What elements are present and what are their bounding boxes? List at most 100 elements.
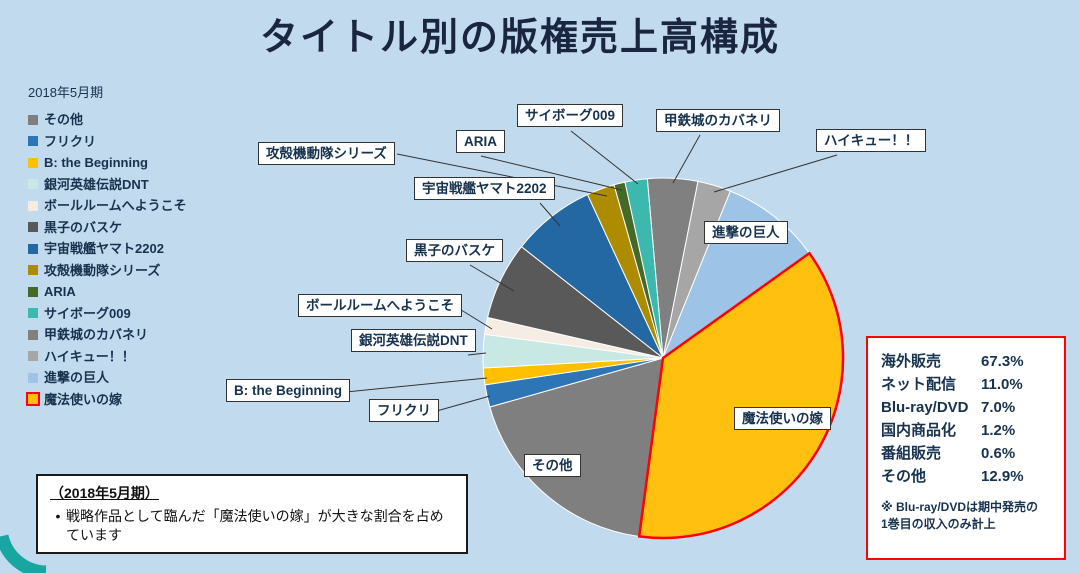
pie-label-sonota: その他 <box>524 454 581 477</box>
breakdown-row-value: 0.6% <box>981 445 1016 462</box>
pie-label-yamato: 宇宙戦艦ヤマト2202 <box>414 177 555 200</box>
legend-item-label: ボールルームへようこそ <box>44 198 187 213</box>
legend-swatch <box>28 329 38 340</box>
breakdown-row: 海外販売 67.3% <box>881 350 1051 373</box>
legend-item: 攻殻機動隊シリーズ <box>28 264 187 277</box>
breakdown-row-label: Blu-ray/DVD <box>881 399 969 416</box>
legend-swatch <box>28 243 38 254</box>
pie-label-aria: ARIA <box>456 130 505 153</box>
legend-item-label: 宇宙戦艦ヤマト2202 <box>44 241 164 256</box>
leader-line <box>713 154 838 193</box>
leader-line <box>432 395 491 413</box>
breakdown-row-value: 67.3% <box>981 353 1024 370</box>
legend-item: B: the Beginning <box>28 156 187 169</box>
legend-item-label: サイボーグ009 <box>44 305 131 321</box>
legend-swatch <box>28 136 38 146</box>
legend-period-label: 2018年5月期 <box>28 85 104 100</box>
legend-item-label: 進撃の巨人 <box>44 370 110 385</box>
pie-label-haikyu: ハイキュー！！ <box>816 129 927 152</box>
legend-swatch <box>26 392 40 406</box>
pie-slices <box>482 177 845 540</box>
legend-item: 宇宙戦艦ヤマト2202 <box>28 242 187 255</box>
legend-swatch <box>28 222 38 232</box>
legend-items: その他フリクリ B: the Beginning 銀河英雄伝説DNT ボールルームへよ… <box>26 113 187 407</box>
legend-item: フリクリ <box>28 135 187 148</box>
legend-item: ボールルームへようこそ <box>28 199 187 212</box>
leader-line <box>672 134 701 184</box>
legend-item-label: 甲鉄城のカバネリ <box>44 327 149 342</box>
legend: 2018年5月期 その他フリクリ B: the Beginning 銀河英雄伝説DN… <box>26 82 187 414</box>
legend-item-label: 銀河英雄伝説DNT <box>44 176 149 192</box>
legend-swatch <box>28 114 38 125</box>
revenue-breakdown-box: 海外販売 67.3% ネット配信 11.0% Blu-ray/DVD 7.0% 国内商品化 1… <box>866 336 1066 560</box>
leader-line <box>480 155 623 191</box>
leader-line <box>396 153 608 197</box>
legend-item-label: 魔法使いの嫁 <box>44 391 123 407</box>
legend-item: 進撃の巨人 <box>28 371 187 384</box>
legend-swatch <box>28 308 38 318</box>
breakdown-row-label: 国内商品化 <box>881 422 957 439</box>
legend-item-label: 黒子のバスケ <box>44 219 123 235</box>
legend-swatch <box>28 351 38 361</box>
breakdown-row: その他 12.9% <box>881 465 1051 488</box>
leader-line <box>469 264 515 292</box>
legend-item-label: 攻殻機動隊シリーズ <box>44 262 161 278</box>
leader-line <box>457 307 493 330</box>
pie-label-ginga-dnt: 銀河英雄伝説DNT <box>351 329 476 352</box>
breakdown-row: 国内商品化 1.2% <box>881 419 1051 442</box>
pie-label-kabaneri: 甲鉄城のカバネリ <box>656 109 780 132</box>
breakdown-row-label: 海外販売 <box>881 353 942 370</box>
pie-label-cyborg009: サイボーグ009 <box>517 104 624 127</box>
legend-item: 甲鉄城のカバネリ <box>28 328 187 341</box>
breakdown-row: Blu-ray/DVD 7.0% <box>881 396 1051 419</box>
breakdown-row: ネット配信 11.0% <box>881 373 1051 396</box>
pie-label-flcl: フリクリ <box>369 399 439 422</box>
breakdown-row: 番組販売 0.6% <box>881 442 1051 465</box>
legend-item-label: ARIA <box>44 284 76 299</box>
legend-swatch <box>28 200 38 211</box>
breakdown-row-label: その他 <box>881 468 927 485</box>
leader-line <box>467 352 487 356</box>
legend-swatch <box>28 372 38 383</box>
legend-item: その他 <box>28 113 187 126</box>
legend-item: ハイキュー！！ <box>28 350 187 363</box>
leader-line <box>345 377 488 393</box>
pie-label-mahoyome: 魔法使いの嫁 <box>734 407 831 430</box>
bullet-marker: • <box>55 508 61 524</box>
breakdown-row-value: 7.0% <box>981 399 1016 416</box>
legend-swatch <box>28 265 38 275</box>
legend-item-label: その他 <box>44 112 84 127</box>
decorative-swoosh <box>0 534 47 573</box>
breakdown-row-value: 11.0% <box>981 376 1023 393</box>
pie-label-ballroom: ボールルームへようこそ <box>298 294 463 317</box>
pie-label-kuroko: 黒子のバスケ <box>406 239 503 262</box>
legend-item: 魔法使いの嫁 <box>26 391 187 407</box>
comment-text: 戦略作品として臨んだ「魔法使いの嫁」が大きな割合を占めています <box>66 508 444 543</box>
breakdown-note-line2: 1巻目の収入のみ計上 <box>881 517 996 531</box>
legend-item: サイボーグ009 <box>28 307 187 320</box>
legend-swatch <box>28 157 38 168</box>
pie-label-b-the-beginning: B: the Beginning <box>226 379 350 402</box>
breakdown-row-label: ネット配信 <box>881 376 957 393</box>
legend-item-label: B: the Beginning <box>44 155 148 170</box>
pie-label-kokaku: 攻殻機動隊シリーズ <box>258 142 395 165</box>
legend-swatch <box>28 179 38 189</box>
pie-label-shingeki: 進撃の巨人 <box>704 221 788 244</box>
legend-item: 黒子のバスケ <box>28 221 187 234</box>
breakdown-row-value: 12.9% <box>981 468 1024 485</box>
legend-item: ARIA <box>28 285 187 298</box>
comment-heading: （2018年5月期） <box>50 485 159 501</box>
pie-slice-4 <box>637 251 845 540</box>
breakdown-note-line1: ※ Blu-ray/DVDは期中発売の <box>881 500 1039 514</box>
legend-swatch <box>28 286 38 297</box>
comment-box: （2018年5月期） • 戦略作品として臨んだ「魔法使いの嫁」が大きな割合を占め… <box>36 474 468 554</box>
page-title: タイトル別の版権売上高構成 <box>259 17 780 59</box>
legend-item-label: ハイキュー！！ <box>44 348 135 364</box>
breakdown-row-value: 1.2% <box>981 422 1016 439</box>
revenue-breakdown-rows: 海外販売 67.3% ネット配信 11.0% Blu-ray/DVD 7.0% 国内商品化 1… <box>881 350 1051 488</box>
legend-item: 銀河英雄伝説DNT <box>28 178 187 191</box>
legend-item-label: フリクリ <box>44 133 97 149</box>
pie-slice-14 <box>624 178 664 359</box>
